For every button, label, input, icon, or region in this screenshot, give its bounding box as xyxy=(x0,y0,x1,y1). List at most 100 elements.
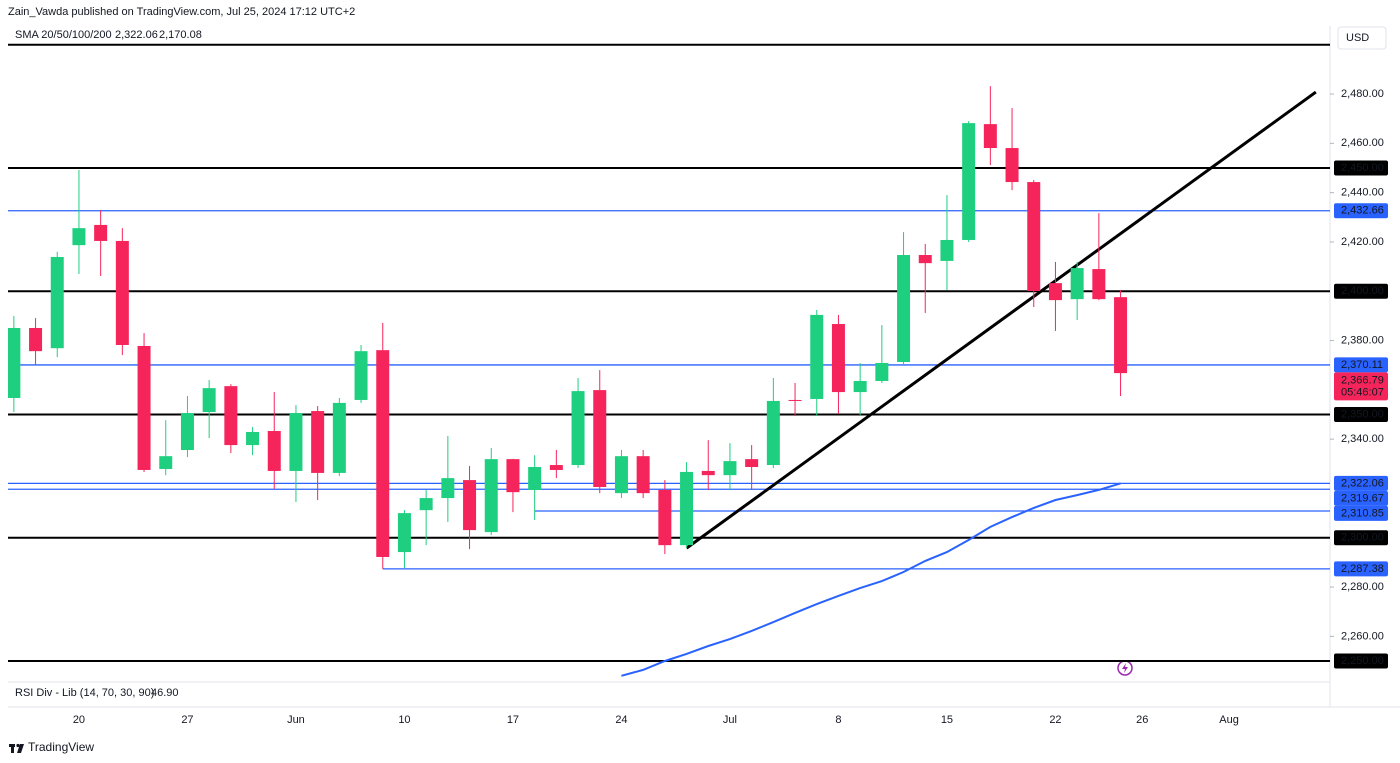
level-label: 2,450.00 xyxy=(1341,162,1384,174)
x-tick-label: Jul xyxy=(723,714,737,726)
level-badge xyxy=(1334,561,1388,577)
candle-body xyxy=(246,432,260,446)
candle-body xyxy=(940,239,954,261)
level-label: 2,300.00 xyxy=(1341,532,1384,544)
candle-body xyxy=(137,345,151,470)
candle-body xyxy=(29,327,43,352)
candle-body xyxy=(593,390,607,487)
candle-body xyxy=(831,324,845,393)
candle-body xyxy=(897,255,911,362)
x-tick-label: 22 xyxy=(1049,714,1061,726)
level-label: 2,350.00 xyxy=(1341,408,1384,420)
brand: TradingView xyxy=(28,740,94,754)
level-label: 2,287.38 xyxy=(1341,563,1384,575)
level-label: 2,310.85 xyxy=(1341,507,1384,519)
x-tick-label: Aug xyxy=(1219,714,1239,726)
x-tick-label: 27 xyxy=(181,714,193,726)
level-label: 2,322.06 xyxy=(1341,477,1384,489)
candle-body xyxy=(419,498,433,511)
candle-body xyxy=(723,461,737,476)
candle-body xyxy=(311,411,325,473)
x-tick-label: 15 xyxy=(941,714,953,726)
countdown: 05:46:07 xyxy=(1341,386,1384,398)
candle-body xyxy=(528,467,542,490)
indicator-name: SMA 20/50/100/200 xyxy=(15,29,112,41)
last-price-badge xyxy=(1334,372,1388,401)
candle-body xyxy=(810,314,824,399)
y-tick-label: 2,460.00 xyxy=(1341,137,1384,149)
level-badge xyxy=(1334,530,1388,546)
rsi-value: 46.90 xyxy=(151,687,179,699)
candle-body xyxy=(397,513,411,553)
level-badge xyxy=(1334,490,1388,506)
candle-body xyxy=(680,471,694,546)
level-badge xyxy=(1334,357,1388,373)
candle-body xyxy=(745,459,759,468)
candle-body xyxy=(72,228,86,246)
y-tick-label: 2,280.00 xyxy=(1341,581,1384,593)
candle-body xyxy=(636,456,650,494)
candle-body xyxy=(1005,148,1019,183)
candle-body xyxy=(224,386,238,446)
x-tick-label: 17 xyxy=(507,714,519,726)
candle-body xyxy=(506,459,520,493)
y-tick-label: 2,340.00 xyxy=(1341,433,1384,445)
indicator-value: 2,170.08 xyxy=(159,29,202,41)
candle-body xyxy=(918,255,932,264)
candle-body xyxy=(8,327,21,398)
candle-body xyxy=(983,124,997,149)
x-tick-label: 20 xyxy=(73,714,85,726)
candle-body xyxy=(289,413,303,471)
candle-body xyxy=(332,402,346,473)
x-tick-label: 26 xyxy=(1136,714,1148,726)
level-label: 2,250.00 xyxy=(1341,655,1384,667)
currency-box[interactable] xyxy=(1337,26,1387,50)
level-badge xyxy=(1334,653,1388,669)
x-tick-label: 8 xyxy=(835,714,841,726)
x-tick-label: 24 xyxy=(615,714,627,726)
y-tick-label: 2,440.00 xyxy=(1341,187,1384,199)
candle-body xyxy=(463,480,477,531)
rsi-label: RSI Div - Lib (14, 70, 30, 90) xyxy=(15,687,154,699)
level-label: 2,319.67 xyxy=(1341,492,1384,504)
currency[interactable]: USD xyxy=(1346,32,1369,44)
level-label: 2,432.66 xyxy=(1341,205,1384,217)
level-badge xyxy=(1334,160,1388,176)
level-badge xyxy=(1334,475,1388,491)
candle-body xyxy=(875,362,889,381)
candle-body xyxy=(1092,269,1106,300)
x-tick-label: Jun xyxy=(287,714,305,726)
y-tick-label: 2,260.00 xyxy=(1341,630,1384,642)
candle-body xyxy=(614,456,628,494)
candle-body xyxy=(549,465,563,470)
brand-logo xyxy=(9,743,24,753)
level-badge xyxy=(1334,203,1388,219)
candle-body xyxy=(50,256,64,349)
candle-body xyxy=(354,351,368,400)
candle-body xyxy=(1027,182,1041,292)
candle-body xyxy=(484,459,498,533)
level-badge xyxy=(1334,283,1388,299)
y-tick-label: 2,480.00 xyxy=(1341,88,1384,100)
candle-body xyxy=(962,123,976,240)
y-tick-label: 2,420.00 xyxy=(1341,236,1384,248)
candle-body xyxy=(115,240,129,345)
candle-body xyxy=(701,470,715,476)
candle-body xyxy=(788,399,802,401)
publish-info: Zain_Vawda published on TradingView.com,… xyxy=(8,6,355,18)
indicator-value: 2,322.06 xyxy=(115,29,158,41)
candle-body xyxy=(766,400,780,466)
alert-icon[interactable] xyxy=(1117,660,1133,676)
last-price: 2,366.79 xyxy=(1341,374,1384,386)
trendline xyxy=(685,90,1317,550)
candle-body xyxy=(853,380,867,393)
level-label: 2,400.00 xyxy=(1341,285,1384,297)
price-axis: 2,260.00 2,280.00 2,340.00 2,380.00 2,420.00… xyxy=(1330,88,1388,669)
candle-body xyxy=(180,413,194,451)
candle-body xyxy=(159,456,173,469)
candle-body xyxy=(1070,268,1084,300)
level-label: 2,370.11 xyxy=(1341,359,1383,371)
candle-body xyxy=(202,388,216,413)
plot-area xyxy=(8,43,1330,677)
